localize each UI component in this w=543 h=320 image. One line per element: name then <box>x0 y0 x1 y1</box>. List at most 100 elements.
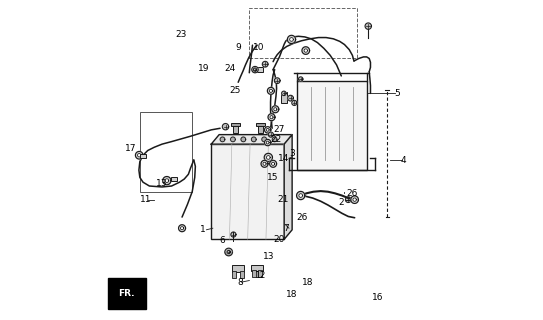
Text: 24: 24 <box>225 63 236 73</box>
Polygon shape <box>272 162 275 165</box>
Polygon shape <box>272 106 279 113</box>
Text: 3: 3 <box>289 149 295 158</box>
Bar <box>233 126 238 133</box>
Text: 19: 19 <box>198 63 209 73</box>
Polygon shape <box>284 135 292 239</box>
Text: FR.: FR. <box>118 289 135 298</box>
Polygon shape <box>254 68 257 71</box>
Polygon shape <box>163 177 171 185</box>
Text: 18: 18 <box>286 290 298 299</box>
Polygon shape <box>272 137 277 142</box>
Text: 26: 26 <box>346 189 358 198</box>
Polygon shape <box>263 162 266 165</box>
Bar <box>231 123 240 126</box>
Polygon shape <box>351 196 358 204</box>
Polygon shape <box>211 135 292 144</box>
Text: 14: 14 <box>278 154 289 163</box>
Polygon shape <box>252 69 258 73</box>
Text: 27: 27 <box>274 125 285 134</box>
Text: 4: 4 <box>400 156 406 164</box>
Bar <box>258 270 262 277</box>
Text: 22: 22 <box>270 135 282 144</box>
Bar <box>140 154 146 158</box>
Bar <box>297 81 367 170</box>
Text: 13: 13 <box>156 179 168 188</box>
Polygon shape <box>268 114 275 121</box>
Polygon shape <box>292 100 297 105</box>
Text: 26: 26 <box>296 212 307 222</box>
Polygon shape <box>302 47 310 54</box>
Polygon shape <box>267 156 270 159</box>
Polygon shape <box>252 67 258 69</box>
Polygon shape <box>282 91 286 96</box>
Polygon shape <box>270 160 276 167</box>
Text: 11: 11 <box>141 195 152 204</box>
Polygon shape <box>288 95 293 101</box>
Polygon shape <box>289 38 293 41</box>
Polygon shape <box>266 128 269 131</box>
Polygon shape <box>299 194 302 197</box>
Polygon shape <box>180 227 184 230</box>
Text: 8: 8 <box>237 278 243 287</box>
Polygon shape <box>251 137 256 142</box>
Bar <box>255 67 263 72</box>
Text: 5: 5 <box>394 89 400 98</box>
Bar <box>251 265 263 271</box>
Bar <box>232 265 244 272</box>
Text: 17: 17 <box>124 144 136 153</box>
Polygon shape <box>179 225 186 232</box>
Polygon shape <box>231 232 236 237</box>
Polygon shape <box>266 141 269 144</box>
Polygon shape <box>287 35 295 44</box>
Text: 2: 2 <box>338 198 344 207</box>
Text: 10: 10 <box>253 43 264 52</box>
Bar <box>252 270 256 277</box>
Text: 15: 15 <box>267 173 279 182</box>
Text: 7: 7 <box>283 224 289 233</box>
Polygon shape <box>270 116 273 119</box>
Polygon shape <box>274 78 280 84</box>
Polygon shape <box>274 108 277 111</box>
Polygon shape <box>222 124 229 130</box>
Bar <box>249 8 357 59</box>
Bar <box>211 144 284 239</box>
Polygon shape <box>299 77 303 81</box>
Text: 6: 6 <box>219 236 225 245</box>
Bar <box>171 177 176 181</box>
Bar <box>281 92 287 103</box>
Text: 1: 1 <box>200 225 206 234</box>
Polygon shape <box>262 61 268 67</box>
Bar <box>256 123 264 126</box>
Polygon shape <box>267 87 274 94</box>
Polygon shape <box>225 252 232 256</box>
Polygon shape <box>268 132 274 137</box>
Text: 18: 18 <box>302 278 314 287</box>
Polygon shape <box>241 137 246 142</box>
Polygon shape <box>220 137 225 142</box>
Polygon shape <box>365 23 371 29</box>
Polygon shape <box>264 127 271 133</box>
Text: 23: 23 <box>175 30 187 39</box>
Polygon shape <box>345 197 351 203</box>
Polygon shape <box>262 137 267 142</box>
Polygon shape <box>296 191 305 200</box>
Polygon shape <box>137 154 141 157</box>
Text: 9: 9 <box>235 43 241 52</box>
Bar <box>232 271 236 278</box>
Text: 13: 13 <box>263 252 274 261</box>
Polygon shape <box>231 137 235 142</box>
Polygon shape <box>264 140 271 146</box>
Bar <box>140 112 192 192</box>
Polygon shape <box>227 251 230 253</box>
Polygon shape <box>353 198 356 201</box>
Polygon shape <box>165 179 169 182</box>
Text: 21: 21 <box>277 195 288 204</box>
Text: 25: 25 <box>229 86 241 95</box>
Text: 20: 20 <box>274 235 285 244</box>
Polygon shape <box>225 248 232 252</box>
Polygon shape <box>135 151 143 159</box>
Polygon shape <box>261 160 268 167</box>
Polygon shape <box>269 89 273 92</box>
Text: 16: 16 <box>372 293 383 302</box>
Polygon shape <box>264 153 273 162</box>
